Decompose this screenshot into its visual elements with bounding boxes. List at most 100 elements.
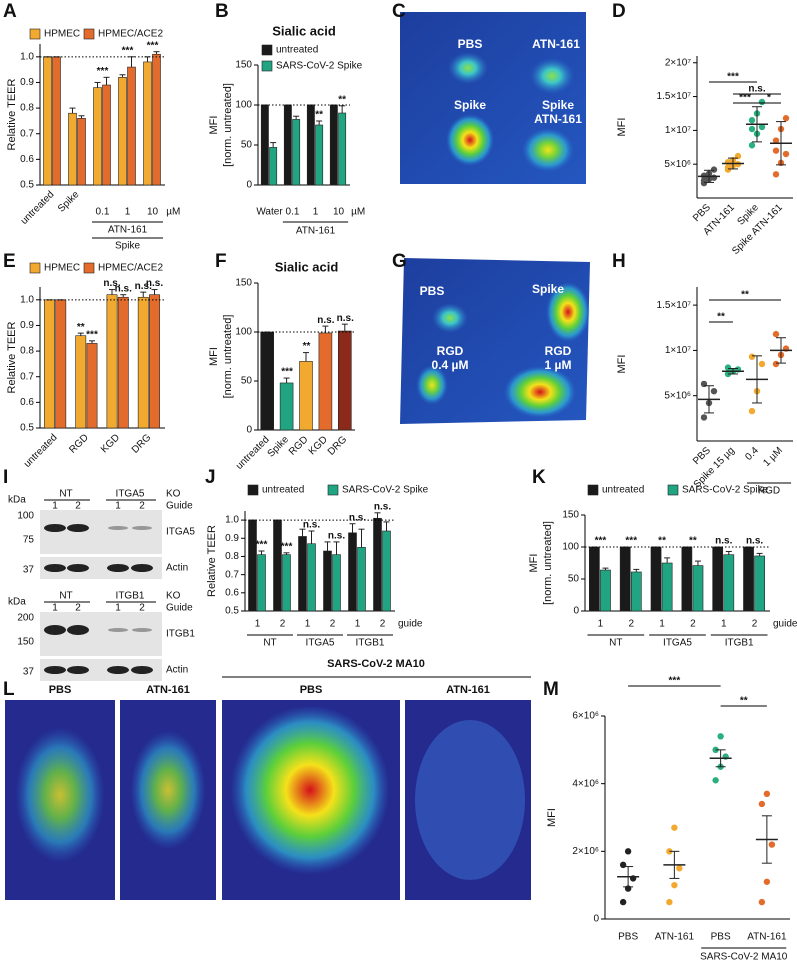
y-axis-label: Relative TEER (6, 78, 18, 150)
legend-label: SARS-CoV-2 Spike (276, 61, 363, 72)
data-point (710, 174, 718, 181)
bar (382, 530, 391, 612)
panel-letter: M (543, 679, 559, 700)
y-tick-label: 2×10⁶ (572, 846, 599, 857)
panel-letter: K (532, 467, 546, 488)
bar (323, 550, 332, 612)
significance: *** (727, 72, 739, 83)
bar (248, 519, 257, 612)
y-tick-label: 0.7 (20, 371, 34, 382)
data-point (619, 898, 627, 906)
x-tick-label: 2 (690, 619, 696, 630)
marker-label: 37 (23, 667, 35, 678)
image-label: PBS (458, 37, 483, 51)
chart-title: Sialic acid (272, 23, 336, 38)
y-tick-label: 0.9 (20, 320, 34, 331)
bar (299, 361, 313, 431)
data-point (619, 861, 627, 869)
legend-swatch (29, 28, 41, 40)
x-tick-label: untreated (22, 432, 60, 470)
y-tick-label: 2×10⁷ (665, 57, 692, 68)
y-tick-label: 0.5 (225, 606, 239, 617)
y-tick-label: 1.0 (225, 515, 239, 526)
y-axis-label: [norm. untreated] (222, 315, 234, 399)
y-axis-label: MFI (528, 554, 540, 573)
data-point (748, 125, 756, 133)
significance: n.s. (337, 313, 354, 324)
guide-number: 1 (52, 603, 58, 614)
x-tick-label: ATN-161 (655, 932, 695, 943)
guide-label: Guide (166, 501, 193, 512)
significance: ** (741, 290, 749, 301)
data-point (712, 777, 719, 784)
bar (712, 546, 724, 612)
y-tick-label: 1×10⁷ (665, 345, 692, 356)
x-tick-label: 1 (305, 619, 311, 630)
data-point (772, 137, 780, 144)
bar (260, 331, 274, 431)
x-tick-label: 1 (125, 207, 131, 218)
significance: *** (281, 541, 293, 552)
x-tick-label: 10 (333, 207, 345, 218)
y-axis-label: Relative TEER (6, 321, 18, 393)
y-tick-label: 0.8 (20, 346, 34, 357)
bar (127, 66, 136, 186)
data-point (772, 360, 780, 368)
significance: n.s. (303, 520, 320, 531)
signal (530, 58, 574, 94)
marker-label: 200 (17, 613, 34, 624)
legend-swatch (247, 484, 259, 496)
bar (589, 546, 600, 612)
data-point (710, 387, 718, 395)
marker-label: 100 (17, 511, 34, 522)
x-tick-label: ATN-161 (747, 932, 787, 943)
significance: *** (86, 329, 98, 340)
image-label: 1 µM (545, 358, 572, 372)
data-point (748, 353, 756, 360)
significance: *** (97, 66, 109, 77)
data-point (763, 790, 771, 798)
y-tick-label: 5×10⁶ (664, 159, 691, 170)
bar (43, 56, 52, 186)
x-tick-label: 1 (721, 619, 727, 630)
data-point (624, 848, 632, 855)
ko-label: KO (166, 591, 181, 602)
x-tick-label: 2 (380, 619, 386, 630)
y-tick-label: 50 (241, 140, 253, 151)
image-label: ATN-161 (534, 112, 582, 126)
bar (315, 124, 324, 186)
x-tick-label: KGD (99, 432, 122, 455)
data-point (671, 881, 678, 889)
group-label: ITGA5 (116, 489, 145, 500)
x-tick-label: 1 (355, 619, 361, 630)
guide-number: 1 (115, 501, 121, 512)
signal (448, 52, 488, 84)
legend-swatch (261, 60, 273, 72)
data-point (782, 115, 790, 122)
significance: n.s. (115, 283, 132, 294)
bar (68, 112, 77, 186)
y-tick-label: 4×10⁶ (572, 778, 599, 789)
significance: *** (625, 536, 637, 547)
bar (86, 343, 98, 429)
group-label: Spike (115, 241, 140, 252)
bar (307, 543, 316, 612)
group-label: ITGB1 (725, 638, 754, 649)
panel-letter: E (3, 251, 16, 272)
legend-swatch (327, 484, 339, 496)
significance: *** (122, 45, 134, 56)
bar (55, 299, 67, 429)
y-tick-label: 0.6 (225, 587, 239, 598)
data-point (748, 407, 756, 415)
western-blot (40, 510, 162, 681)
y-tick-label: 0 (246, 180, 252, 191)
data-point (724, 364, 732, 371)
data-point (676, 865, 683, 872)
y-tick-label: 1.5×10⁷ (657, 91, 692, 102)
bar (338, 112, 347, 186)
bar (306, 104, 315, 186)
group-label: NT (59, 591, 72, 602)
image-label: Spike (532, 282, 564, 296)
legend-label: SARS-CoV-2 Spike (682, 485, 769, 496)
